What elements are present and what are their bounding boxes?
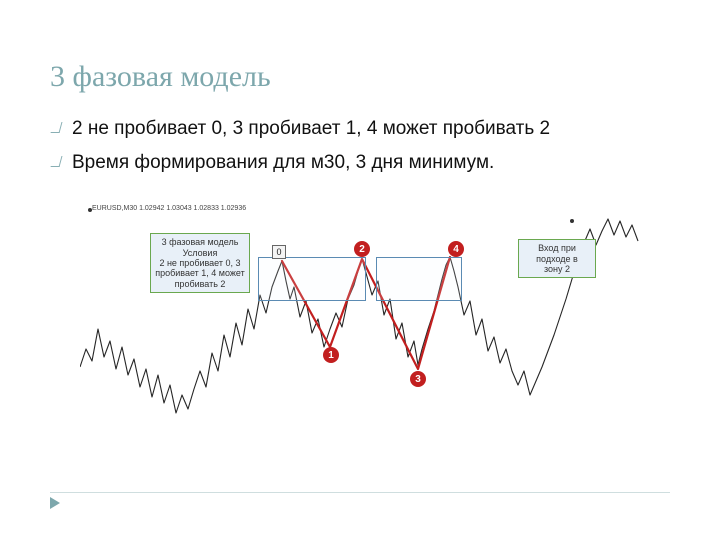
annotation-box-1: Вход приподходе взону 2	[518, 239, 596, 278]
bullet-item: Время формирования для м30, 3 дня миниму…	[50, 150, 670, 176]
annotation-box-0: 3 фазовая модельУсловия2 не пробивает 0,…	[150, 233, 250, 293]
zone-box-1	[376, 257, 462, 301]
bullet-list: 2 не пробивает 0, 3 пробивает 1, 4 может…	[50, 116, 670, 175]
chart-container: EURUSD,M30 1.02942 1.03043 1.02833 1.029…	[80, 199, 640, 439]
bullet-item: 2 не пробивает 0, 3 пробивает 1, 4 может…	[50, 116, 670, 142]
ticker-text: EURUSD,M30 1.02942 1.03043 1.02833 1.029…	[92, 205, 246, 212]
play-arrow-icon	[50, 497, 60, 509]
pivot-label-0: 0	[272, 245, 286, 259]
footer-divider	[50, 492, 670, 510]
slide-title: 3 фазовая модель	[50, 60, 670, 94]
zone-box-0	[258, 257, 366, 301]
